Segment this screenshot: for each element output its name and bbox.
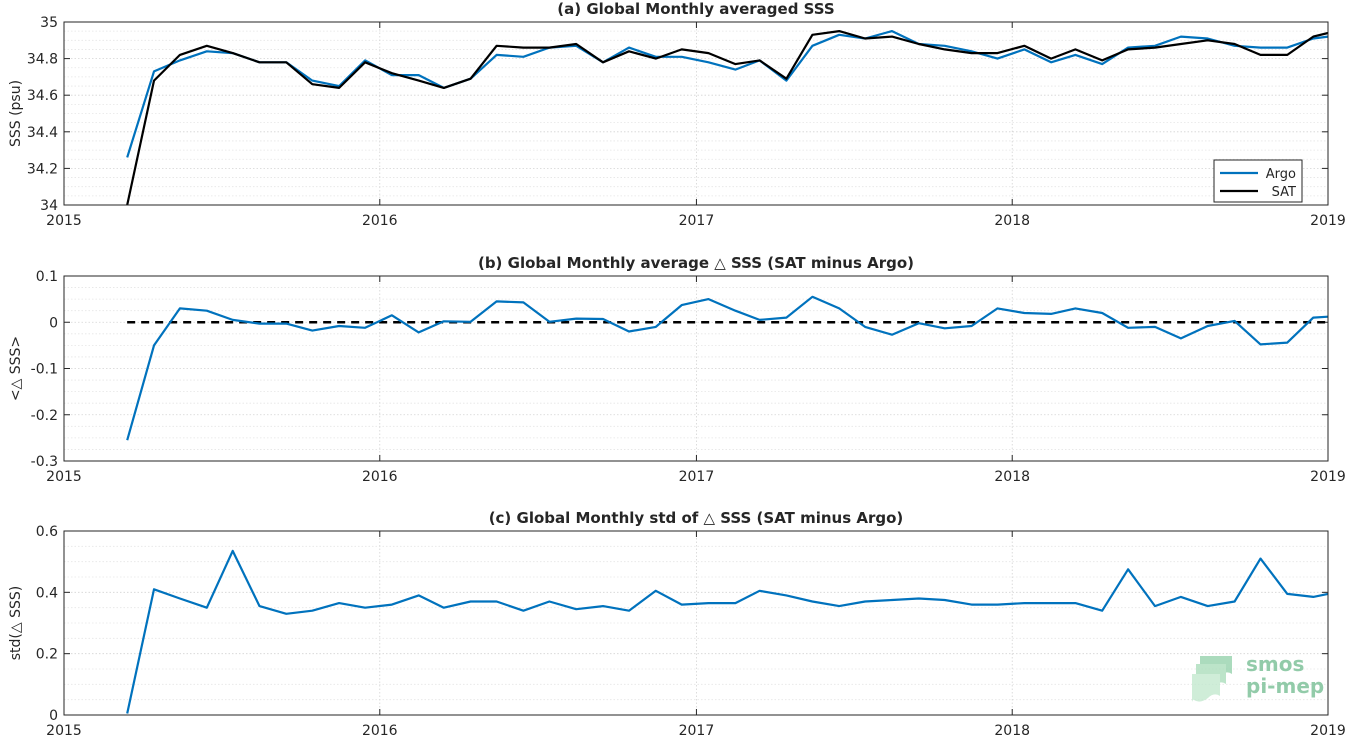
x-tick-label: 2018 bbox=[994, 213, 1030, 229]
y-tick-label: 34.2 bbox=[27, 161, 58, 177]
x-tick-label: 2015 bbox=[46, 723, 82, 736]
y-tick-label: -0.3 bbox=[31, 454, 58, 470]
series-line bbox=[126, 295, 1329, 441]
x-tick-label: 2017 bbox=[679, 723, 715, 736]
axes-frame bbox=[63, 21, 1329, 206]
y-axis-label: <△ SSS> bbox=[8, 336, 24, 401]
y-tick-label: -0.1 bbox=[31, 362, 58, 378]
y-axis-label: std(△ SSS) bbox=[8, 586, 24, 660]
logo-wave-icon bbox=[1192, 656, 1232, 702]
x-tick-label: 2017 bbox=[679, 469, 715, 485]
axes-frame bbox=[63, 275, 1329, 462]
legend: Argo SAT bbox=[1213, 159, 1303, 203]
y-tick-label: 34.6 bbox=[27, 88, 58, 104]
chart-panel-a: 34 34.2 34.4 34.6 34.8 35 2015 2016 2017 2018 2019… bbox=[8, 0, 1346, 229]
x-tick-label: 2019 bbox=[1310, 469, 1346, 485]
series-line-argo bbox=[126, 30, 1329, 158]
x-tick-label: 2018 bbox=[994, 469, 1030, 485]
x-tick-label: 2016 bbox=[362, 213, 398, 229]
y-tick-label: 35 bbox=[40, 15, 58, 31]
logo-line2: pi-mep bbox=[1246, 674, 1325, 698]
legend-label: SAT bbox=[1272, 185, 1296, 200]
y-tick-label: 0 bbox=[49, 708, 58, 724]
y-tick-label: -0.2 bbox=[31, 408, 58, 424]
chart-title: (b) Global Monthly average △ SSS (SAT mi… bbox=[478, 254, 914, 272]
y-tick-label: 34.4 bbox=[27, 125, 58, 141]
x-tick-label: 2017 bbox=[679, 213, 715, 229]
legend-box bbox=[1213, 159, 1303, 203]
legend-label: Argo bbox=[1266, 167, 1296, 182]
chart-title: (a) Global Monthly averaged SSS bbox=[557, 0, 834, 18]
y-tick-label: 0.4 bbox=[36, 585, 58, 601]
y-tick-label: 0.1 bbox=[36, 269, 58, 285]
x-tick-label: 2016 bbox=[362, 469, 398, 485]
y-tick-label: 0.6 bbox=[36, 524, 58, 540]
logo-line1: smos bbox=[1246, 652, 1305, 676]
chart-panel-c: 0 0.2 0.4 0.6 2015 2016 2017 2018 2019 (c) Global… bbox=[8, 509, 1346, 736]
x-tick-label: 2016 bbox=[362, 723, 398, 736]
chart-title: (c) Global Monthly std of △ SSS (SAT min… bbox=[489, 509, 904, 527]
chart-panel-b: -0.3 -0.2 -0.1 0 0.1 2015 2016 2017 2018 2019 (b) … bbox=[8, 254, 1346, 485]
axes-frame bbox=[63, 530, 1329, 716]
x-tick-label: 2019 bbox=[1310, 213, 1346, 229]
y-tick-label: 0 bbox=[49, 315, 58, 331]
x-tick-label: 2018 bbox=[994, 723, 1030, 736]
x-tick-label: 2015 bbox=[46, 469, 82, 485]
y-tick-label: 34 bbox=[40, 198, 58, 214]
series-line bbox=[126, 549, 1329, 714]
y-axis-label: SSS (psu) bbox=[8, 80, 24, 147]
x-tick-label: 2019 bbox=[1310, 723, 1346, 736]
y-tick-label: 0.2 bbox=[36, 647, 58, 663]
smos-pi-mep-logo: smos pi-mep bbox=[1186, 652, 1326, 708]
y-tick-label: 34.8 bbox=[27, 52, 58, 68]
series-line-sat bbox=[126, 30, 1329, 206]
x-tick-label: 2015 bbox=[46, 213, 82, 229]
